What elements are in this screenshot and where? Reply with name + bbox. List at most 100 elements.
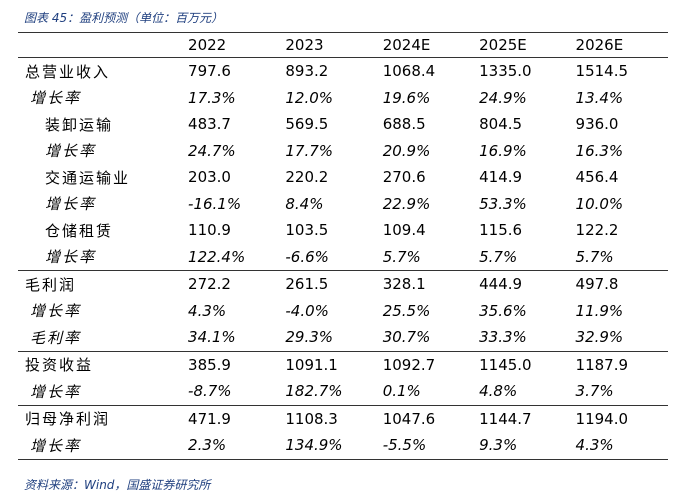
row-label: 交通运输业 (45, 168, 131, 187)
cell-value: -16.1% (188, 194, 242, 213)
cell-value: 10.0% (575, 194, 624, 213)
row-label: 增长率 (45, 195, 97, 214)
row-label: 归母净利润 (18, 404, 185, 432)
cell-value: 5.7% (479, 247, 518, 266)
table-row: 增长率 -16.1% 8.4% 22.9% 53.3% 10.0% (18, 191, 668, 218)
row-label: 仓储租赁 (45, 221, 114, 240)
table-row: 增长率 17.3% 12.0% 19.6% 24.9% 13.4% (18, 85, 668, 112)
cell-value: 804.5 (479, 115, 523, 134)
cell-value: 115.6 (479, 221, 523, 240)
row-label: 增长率 (30, 382, 82, 401)
cell-value: 17.3% (188, 88, 236, 107)
table-row: 毛利率 34.1% 29.3% 30.7% 33.3% 32.9% (18, 324, 668, 351)
cell-value: 109.4 (382, 221, 426, 240)
cell-value: 13.4% (575, 88, 624, 107)
cell-value: 220.2 (285, 168, 329, 187)
cell-value: 122.2 (575, 221, 619, 240)
row-label: 毛利率 (30, 328, 82, 347)
cell-value: 203.0 (188, 168, 231, 187)
cell-value: 182.7% (285, 382, 343, 401)
table-row: 增长率 4.3% -4.0% 25.5% 35.6% 11.9% (18, 298, 668, 325)
cell-value: 1335.0 (475, 57, 572, 85)
column-header: 2025E (475, 32, 572, 58)
cell-value: -8.7% (188, 382, 232, 401)
cell-value: 1047.6 (378, 404, 476, 432)
cell-value: 483.7 (188, 115, 231, 134)
cell-value: 272.2 (184, 270, 282, 298)
cell-value: 444.9 (475, 270, 572, 298)
row-label: 增长率 (45, 248, 97, 267)
table-row: 投资收益 385.9 1091.1 1092.7 1145.0 1187.9 (18, 350, 668, 378)
table-row: 仓储租赁 110.9 103.5 109.4 115.6 122.2 (18, 217, 668, 244)
row-label: 增长率 (45, 142, 97, 161)
row-label: 投资收益 (18, 350, 185, 378)
header-blank (18, 32, 185, 58)
table-row: 毛利润 272.2 261.5 328.1 444.9 497.8 (18, 270, 668, 298)
cell-value: 9.3% (475, 432, 572, 460)
table-row: 增长率 -8.7% 182.7% 0.1% 4.8% 3.7% (18, 378, 668, 405)
cell-value: 5.7% (575, 247, 614, 266)
cell-value: 2.3% (184, 432, 282, 460)
cell-value: 33.3% (479, 328, 527, 347)
cell-value: 35.6% (479, 301, 527, 320)
cell-value: 893.2 (281, 57, 379, 85)
cell-value: 1108.3 (281, 404, 379, 432)
cell-value: 385.9 (184, 350, 282, 378)
cell-value: 32.9% (575, 328, 624, 347)
source-note: 资料来源：Wind，国盛证券研究所 (24, 478, 211, 492)
cell-value: 34.1% (188, 328, 236, 347)
row-label: 总营业收入 (18, 57, 185, 85)
row-label: 装卸运输 (45, 115, 114, 134)
cell-value: -5.5% (378, 432, 476, 460)
cell-value: 261.5 (281, 270, 379, 298)
column-header: 2022 (184, 32, 282, 58)
cell-value: 1145.0 (475, 350, 572, 378)
cell-value: 569.5 (285, 115, 329, 134)
cell-value: 4.3% (188, 301, 227, 320)
cell-value: 11.9% (575, 301, 624, 320)
cell-value: 24.7% (188, 141, 236, 160)
cell-value: 4.3% (571, 432, 668, 460)
cell-value: 122.4% (188, 247, 246, 266)
cell-value: 1144.7 (475, 404, 572, 432)
table-row: 归母净利润 471.9 1108.3 1047.6 1144.7 1194.0 (18, 404, 668, 432)
cell-value: 414.9 (479, 168, 523, 187)
cell-value: 4.8% (479, 382, 518, 401)
header-row: 2022 2023 2024E 2025E 2026E (18, 32, 668, 58)
cell-value: 22.9% (382, 194, 431, 213)
column-header: 2026E (571, 32, 668, 58)
cell-value: 29.3% (285, 328, 334, 347)
cell-value: 797.6 (184, 57, 282, 85)
cell-value: 1068.4 (378, 57, 476, 85)
cell-value: 688.5 (382, 115, 426, 134)
table-row: 增长率 2.3% 134.9% -5.5% 9.3% 4.3% (18, 432, 668, 460)
cell-value: 1091.1 (281, 350, 379, 378)
table-row: 增长率 24.7% 17.7% 20.9% 16.9% 16.3% (18, 138, 668, 165)
cell-value: 16.3% (575, 141, 624, 160)
cell-value: 1092.7 (378, 350, 476, 378)
cell-value: 5.7% (382, 247, 421, 266)
cell-value: 1194.0 (571, 404, 668, 432)
cell-value: -6.6% (285, 247, 329, 266)
cell-value: 30.7% (382, 328, 431, 347)
table-row: 装卸运输 483.7 569.5 688.5 804.5 936.0 (18, 111, 668, 138)
cell-value: 53.3% (479, 194, 527, 213)
cell-value: 24.9% (479, 88, 527, 107)
cell-value: 103.5 (285, 221, 329, 240)
cell-value: -4.0% (285, 301, 329, 320)
column-header: 2023 (281, 32, 379, 58)
cell-value: 110.9 (188, 221, 231, 240)
cell-value: 134.9% (281, 432, 379, 460)
cell-value: 0.1% (382, 382, 421, 401)
cell-value: 1187.9 (571, 350, 668, 378)
cell-value: 17.7% (285, 141, 334, 160)
cell-value: 12.0% (285, 88, 334, 107)
table-row: 总营业收入 797.6 893.2 1068.4 1335.0 1514.5 (18, 57, 668, 85)
row-label: 毛利润 (18, 270, 185, 298)
cell-value: 471.9 (184, 404, 282, 432)
cell-value: 20.9% (382, 141, 431, 160)
cell-value: 936.0 (575, 115, 619, 134)
cell-value: 25.5% (382, 301, 431, 320)
cell-value: 19.6% (382, 88, 431, 107)
